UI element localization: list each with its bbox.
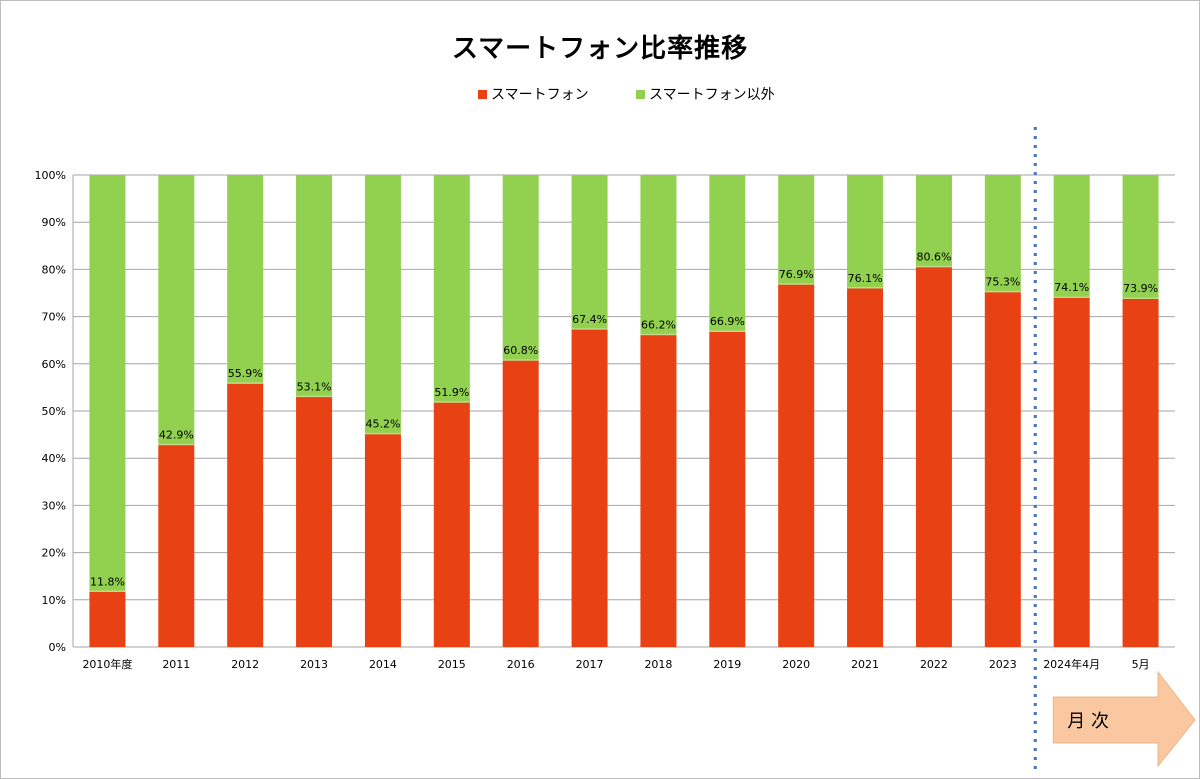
data-label: 75.3% bbox=[985, 276, 1020, 289]
legend-label-smartphone: スマートフォン bbox=[491, 87, 589, 103]
x-tick-label: 2022 bbox=[920, 658, 948, 671]
data-label: 45.2% bbox=[365, 418, 400, 431]
data-label: 76.9% bbox=[779, 268, 814, 281]
data-label: 66.2% bbox=[641, 319, 676, 332]
x-tick-label: 2012 bbox=[231, 658, 259, 671]
data-label: 66.9% bbox=[710, 315, 745, 328]
bar-smartphone bbox=[847, 287, 884, 647]
legend-swatch-smartphone bbox=[478, 89, 487, 99]
x-tick-label: 2021 bbox=[851, 658, 879, 671]
x-tick-label: 2014 bbox=[369, 658, 397, 671]
data-label: 76.1% bbox=[848, 272, 883, 285]
bar-non-smartphone bbox=[89, 175, 126, 592]
bar-non-smartphone bbox=[158, 175, 195, 445]
x-tick-label: 2013 bbox=[300, 658, 328, 671]
x-tick-label: 5月 bbox=[1132, 658, 1150, 671]
bar-smartphone bbox=[89, 591, 126, 647]
bar-non-smartphone bbox=[296, 175, 333, 397]
bar-smartphone bbox=[1122, 298, 1159, 647]
bar-non-smartphone bbox=[1053, 175, 1090, 298]
data-label: 80.6% bbox=[916, 251, 951, 264]
data-label: 67.4% bbox=[572, 313, 607, 326]
bar-smartphone bbox=[364, 433, 401, 647]
legend-item-non-smartphone: スマートフォン以外 bbox=[636, 84, 775, 104]
data-label: 51.9% bbox=[434, 386, 469, 399]
bar-smartphone bbox=[915, 266, 952, 647]
x-tick-label: 2023 bbox=[989, 658, 1017, 671]
y-tick-label: 40% bbox=[42, 452, 66, 465]
monthly-arrow-label: 月 次 bbox=[1067, 711, 1109, 732]
bar-non-smartphone bbox=[1122, 175, 1159, 299]
bar-smartphone bbox=[640, 334, 677, 647]
x-tick-label: 2010年度 bbox=[82, 657, 132, 671]
legend-label-non-smartphone: スマートフォン以外 bbox=[649, 87, 775, 103]
y-tick-label: 20% bbox=[42, 547, 66, 560]
x-tick-label: 2018 bbox=[644, 658, 672, 671]
y-tick-label: 60% bbox=[42, 358, 66, 371]
x-tick-label: 2020 bbox=[782, 658, 810, 671]
y-tick-label: 0% bbox=[49, 641, 66, 654]
bar-non-smartphone bbox=[915, 175, 952, 267]
bar-non-smartphone bbox=[571, 175, 608, 329]
bar-non-smartphone bbox=[502, 175, 539, 361]
y-tick-label: 80% bbox=[42, 263, 66, 276]
bar-smartphone bbox=[571, 328, 608, 647]
bar-non-smartphone bbox=[433, 175, 470, 403]
bar-smartphone bbox=[984, 291, 1021, 647]
bar-smartphone bbox=[433, 402, 470, 647]
data-label: 60.8% bbox=[503, 344, 538, 357]
bar-smartphone bbox=[227, 383, 264, 647]
x-tick-label: 2016 bbox=[507, 658, 535, 671]
monthly-arrow bbox=[1052, 670, 1196, 768]
y-tick-label: 100% bbox=[35, 169, 66, 182]
bar-smartphone bbox=[296, 396, 333, 647]
bar-non-smartphone bbox=[984, 175, 1021, 292]
x-tick-label: 2017 bbox=[576, 658, 604, 671]
data-label: 11.8% bbox=[90, 575, 125, 588]
data-label: 73.9% bbox=[1123, 282, 1158, 295]
bar-smartphone bbox=[778, 284, 815, 647]
bar-non-smartphone bbox=[847, 175, 884, 288]
bar-non-smartphone bbox=[778, 175, 815, 285]
data-label: 42.9% bbox=[159, 429, 194, 442]
x-tick-label: 2015 bbox=[438, 658, 466, 671]
bar-non-smartphone bbox=[640, 175, 677, 335]
data-label: 53.1% bbox=[297, 380, 332, 393]
x-tick-label: 2011 bbox=[162, 658, 190, 671]
chart-title: スマートフォン比率推移 bbox=[451, 34, 749, 64]
data-label: 55.9% bbox=[228, 367, 263, 380]
y-tick-label: 10% bbox=[42, 594, 66, 607]
y-tick-label: 70% bbox=[42, 311, 66, 324]
bar-smartphone bbox=[158, 444, 195, 647]
bar-smartphone bbox=[1053, 297, 1090, 647]
data-label: 74.1% bbox=[1054, 281, 1089, 294]
legend-swatch-non-smartphone bbox=[636, 89, 645, 99]
x-tick-label: 2019 bbox=[713, 658, 741, 671]
y-tick-label: 50% bbox=[42, 405, 66, 418]
x-tick-label: 2024年4月 bbox=[1043, 657, 1100, 671]
bar-non-smartphone bbox=[364, 175, 401, 434]
bar-smartphone bbox=[502, 360, 539, 647]
bar-smartphone bbox=[709, 331, 746, 647]
legend-item-smartphone: スマートフォン bbox=[478, 84, 589, 104]
y-tick-label: 30% bbox=[42, 499, 66, 512]
bar-non-smartphone bbox=[227, 175, 264, 384]
bar-non-smartphone bbox=[709, 175, 746, 332]
y-tick-label: 90% bbox=[42, 216, 66, 229]
